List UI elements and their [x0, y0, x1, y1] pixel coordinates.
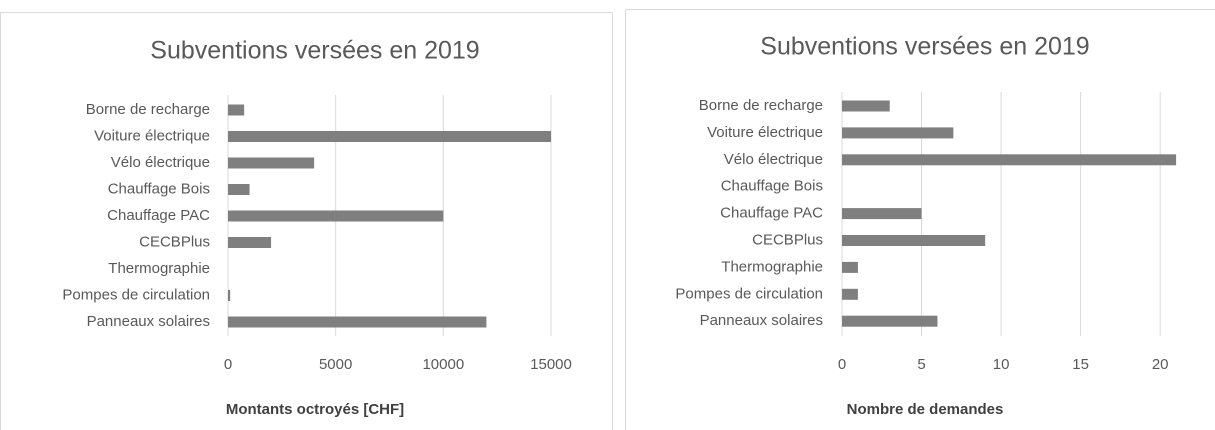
- x-axis-title: Montants octroyés [CHF]: [226, 401, 404, 418]
- y-tick-label: Borne de recharge: [86, 101, 210, 118]
- y-tick-label: Chauffage PAC: [107, 207, 210, 224]
- y-tick-label: Borne de recharge: [699, 97, 823, 114]
- x-tick-label: 20: [1152, 356, 1169, 373]
- y-tick-label: Pompes de circulation: [675, 285, 823, 302]
- y-tick-label: Chauffage PAC: [720, 205, 823, 222]
- y-tick-label: Voiture électrique: [94, 127, 210, 144]
- x-tick-label: 10: [993, 356, 1010, 373]
- bar: [228, 104, 245, 116]
- y-tick-label: Panneaux solaires: [700, 312, 823, 329]
- y-tick-label: Panneaux solaires: [87, 313, 210, 330]
- y-tick-label: CECBPlus: [139, 233, 210, 250]
- bar: [842, 100, 890, 112]
- y-tick-label: Vélo électrique: [724, 151, 823, 168]
- x-tick-label: 15000: [530, 356, 572, 373]
- chart-title: Subventions versées en 2019: [150, 37, 479, 65]
- x-tick-label: 0: [838, 356, 846, 373]
- bar: [228, 316, 487, 328]
- bar: [842, 315, 938, 327]
- bar: [842, 208, 922, 220]
- y-tick-label: Thermographie: [108, 260, 210, 277]
- bar: [842, 261, 858, 273]
- bar: [228, 184, 250, 195]
- y-tick-label: Chauffage Bois: [721, 178, 823, 195]
- y-tick-label: CECBPlus: [752, 231, 823, 248]
- x-tick-label: 5: [917, 356, 925, 373]
- y-tick-label: Vélo électrique: [111, 154, 210, 171]
- bar: [228, 157, 315, 169]
- y-tick-label: Thermographie: [721, 258, 823, 275]
- panel-border: [0, 12, 613, 430]
- bar: [228, 210, 444, 222]
- y-tick-label: Voiture électrique: [707, 124, 823, 141]
- bar: [842, 235, 986, 246]
- bar: [842, 288, 858, 300]
- bar: [228, 131, 551, 142]
- bar: [842, 154, 1177, 166]
- x-tick-label: 5000: [319, 356, 352, 373]
- chart-title: Subventions versées en 2019: [760, 33, 1089, 61]
- bar: [228, 290, 231, 301]
- panel-border: [625, 9, 1215, 430]
- y-tick-label: Chauffage Bois: [108, 180, 210, 197]
- bar: [228, 237, 272, 248]
- x-axis-title: Nombre de demandes: [847, 401, 1004, 418]
- bar: [842, 127, 954, 139]
- x-tick-label: 15: [1072, 356, 1089, 373]
- y-tick-label: Pompes de circulation: [62, 286, 210, 303]
- x-tick-label: 0: [224, 356, 232, 373]
- x-tick-label: 10000: [422, 356, 464, 373]
